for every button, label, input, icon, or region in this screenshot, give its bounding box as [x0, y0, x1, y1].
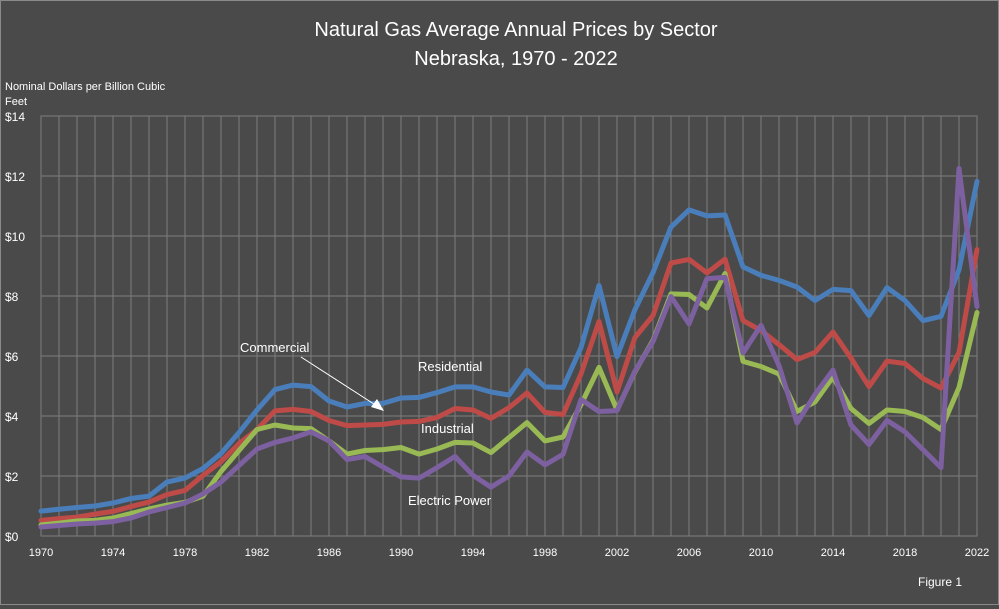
- x-tick-label: 2022: [965, 547, 989, 559]
- chart-title-line2: Nebraska, 1970 - 2022: [414, 48, 617, 70]
- series-line-commercial: [38, 247, 980, 523]
- chart-title-line1: Natural Gas Average Annual Prices by Sec…: [314, 19, 718, 41]
- y-tick-labels: $0 $2 $4 $6 $8 $10 $12 $14: [5, 110, 25, 544]
- x-tick-label: 1994: [461, 547, 485, 559]
- x-tick-label: 1974: [101, 547, 125, 559]
- series-line-electric-power: [38, 166, 980, 530]
- figure-footnote: Figure 1: [918, 575, 962, 589]
- y-tick-label: $6: [5, 350, 19, 364]
- x-tick-label: 2014: [821, 547, 845, 559]
- commercial-annotation-arrow: [300, 356, 384, 411]
- y-axis-label-line1: Nominal Dollars per Billion Cubic: [5, 81, 166, 93]
- x-tick-label: 1978: [173, 547, 197, 559]
- x-tick-label: 2006: [677, 547, 701, 559]
- y-tick-label: $2: [5, 470, 19, 484]
- x-tick-labels: 1970 1974 1978 1982 1986 1990 1994 1998 2002 2006…: [29, 547, 989, 559]
- x-tick-label: 1986: [317, 547, 341, 559]
- series-line-residential: [38, 178, 980, 514]
- x-tick-label: 1982: [245, 547, 269, 559]
- y-tick-label: $12: [5, 170, 25, 184]
- y-tick-label: $14: [5, 110, 25, 124]
- y-tick-label: $4: [5, 410, 19, 424]
- horizontal-gridlines: [41, 115, 977, 537]
- vertical-gridlines: [40, 116, 978, 536]
- x-tick-label: 2010: [749, 547, 773, 559]
- series-lines: [38, 166, 980, 530]
- y-axis-label-line2: Feet: [5, 96, 27, 108]
- annotation-residential: Residential: [418, 359, 482, 374]
- x-tick-label: 1998: [533, 547, 557, 559]
- y-tick-label: $10: [5, 230, 25, 244]
- y-tick-label: $8: [5, 290, 19, 304]
- x-tick-label: 2002: [605, 547, 629, 559]
- x-tick-label: 2018: [893, 547, 917, 559]
- x-tick-label: 1970: [29, 547, 53, 559]
- annotation-industrial: Industrial: [421, 421, 474, 436]
- y-tick-label: $0: [5, 530, 19, 544]
- annotation-electric-power: Electric Power: [408, 493, 492, 508]
- annotation-commercial: Commercial: [240, 340, 309, 355]
- x-tick-label: 1990: [389, 547, 413, 559]
